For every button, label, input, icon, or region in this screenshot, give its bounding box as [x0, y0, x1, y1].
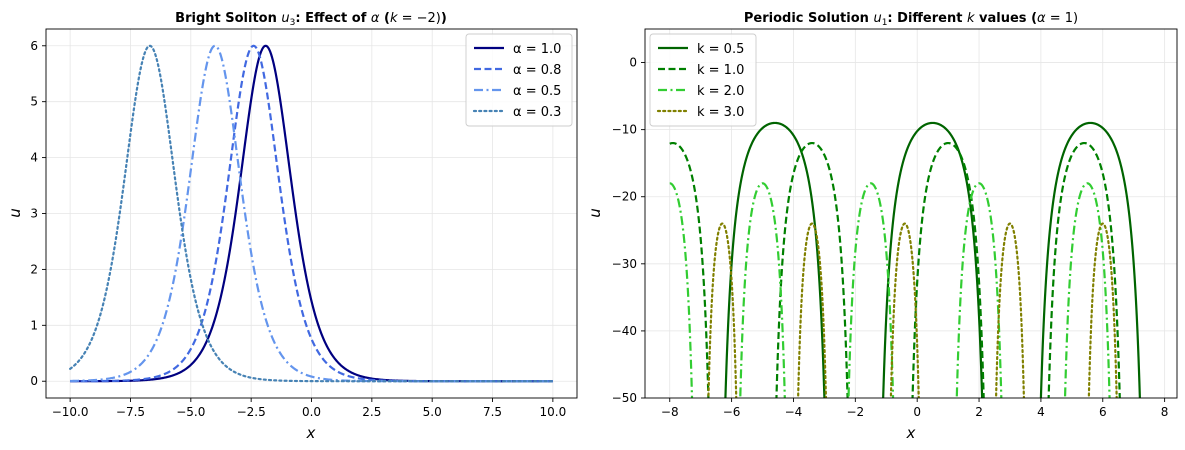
right-series-4-line	[889, 222, 920, 398]
left-x-tick-label: 5.0	[423, 405, 442, 419]
right-y-ticks: 0 −10 −20 −30 −40 −50	[612, 56, 645, 405]
right-y-tick-label: −20	[612, 190, 637, 204]
right-legend-label-3: k = 2.0	[697, 84, 744, 99]
right-series-4-line	[1087, 222, 1118, 398]
left-legend-label-3: α = 0.5	[513, 84, 561, 99]
left-y-tick-label: 5	[30, 95, 38, 109]
right-x-tick-label: 8	[1161, 405, 1169, 419]
right-y-tick-label: −10	[612, 123, 637, 137]
left-y-tick-label: 6	[30, 39, 38, 53]
right-series-4-line	[994, 222, 1025, 398]
right-series-3-line	[668, 182, 694, 398]
right-x-tick-label: 6	[1099, 405, 1107, 419]
left-legend-label-2: α = 0.8	[513, 63, 561, 78]
left-legend-label-1: α = 1.0	[513, 42, 561, 57]
left-legend-box	[465, 33, 573, 127]
right-legend-label-4: k = 3.0	[697, 105, 744, 120]
left-lines	[69, 44, 554, 383]
right-series-4-line	[797, 222, 828, 398]
left-x-tick-label: 2.5	[362, 405, 381, 419]
right-x-tick-label: −4	[785, 405, 803, 419]
right-series-1	[724, 121, 1141, 398]
right-series-2-line	[668, 141, 710, 398]
left-x-ticks: −10.0 −7.5 −5.0 −2.5 0.0 2.5 5.0 7.5 10.0	[52, 398, 566, 419]
right-y-tick-label: −40	[612, 324, 637, 338]
right-lines	[668, 121, 1141, 398]
right-y-tick-label: −50	[612, 391, 637, 405]
left-x-tick-label: −2.5	[237, 405, 266, 419]
left-y-tick-label: 3	[30, 207, 38, 221]
left-x-tick-label: 0.0	[302, 405, 321, 419]
left-legend-label-4: α = 0.3	[513, 105, 561, 120]
right-y-tick-label: 0	[629, 56, 637, 70]
left-y-ticks: 0 1 2 3 4 5 6	[30, 39, 46, 388]
left-y-tick-label: 0	[30, 374, 38, 388]
right-legend: k = 0.5 k = 1.0 k = 2.0 k = 3.0	[649, 33, 757, 127]
right-legend-box	[649, 33, 757, 127]
left-series-4-line	[69, 44, 554, 383]
right-series-3-line	[1063, 182, 1111, 398]
left-x-tick-label: −7.5	[116, 405, 145, 419]
chart-right: −8 −6 −4 −2 0 2 4 6 8 0−10−20−30−40−50 Periodic …	[586, 11, 1178, 442]
left-y-tick-label: 2	[30, 262, 38, 276]
left-y-axis-label: u	[6, 208, 24, 218]
right-y-tick-label: −30	[612, 257, 637, 271]
left-y-tick-label: 1	[30, 318, 38, 332]
right-x-tick-label: −2	[846, 405, 864, 419]
right-series-3-line	[955, 182, 1003, 398]
right-series-2	[668, 141, 1121, 398]
right-legend-label-2: k = 1.0	[697, 63, 744, 78]
left-x-tick-label: 10.0	[540, 405, 567, 419]
right-x-tick-label: −6	[723, 405, 741, 419]
right-series-1-line	[1039, 121, 1141, 398]
left-x-axis-label: x	[306, 424, 316, 442]
right-x-axis-label: x	[906, 424, 916, 442]
right-x-tick-label: 0	[913, 405, 921, 419]
right-series-1-line	[724, 121, 826, 398]
left-x-tick-label: −5.0	[176, 405, 205, 419]
right-plot-frame	[644, 28, 1178, 399]
right-title: Periodic Solution u1: Different k values…	[744, 11, 1078, 28]
right-series-2-line	[1047, 141, 1121, 398]
right-series-3-line	[739, 182, 786, 398]
left-title: Bright Soliton u3: Effect of α (k = −2))	[175, 11, 447, 28]
left-y-tick-label: 4	[30, 151, 38, 165]
left-grid	[46, 29, 577, 398]
right-series-2-line	[911, 141, 985, 398]
chart-left: −10.0 −7.5 −5.0 −2.5 0.0 2.5 5.0 7.5 10.0 0 1 2 3 4 5…	[6, 11, 578, 442]
left-x-tick-label: −10.0	[52, 405, 89, 419]
right-series-3	[668, 182, 1111, 398]
right-series-1-line	[882, 121, 984, 398]
right-series-3-line	[847, 182, 895, 398]
left-legend: α = 1.0 α = 0.8 α = 0.5 α = 0.3	[465, 33, 573, 127]
right-x-tick-label: 4	[1037, 405, 1045, 419]
right-series-4	[707, 222, 1118, 398]
right-legend-label-1: k = 0.5	[697, 42, 744, 57]
left-x-tick-label: 7.5	[483, 405, 502, 419]
right-y-axis-label: u	[586, 208, 604, 218]
right-x-ticks: −8 −6 −4 −2 0 2 4 6 8	[661, 398, 1169, 419]
right-x-tick-label: 2	[975, 405, 983, 419]
right-x-tick-label: −8	[661, 405, 679, 419]
right-series-4-line	[707, 222, 738, 398]
right-series-2-line	[775, 141, 849, 398]
